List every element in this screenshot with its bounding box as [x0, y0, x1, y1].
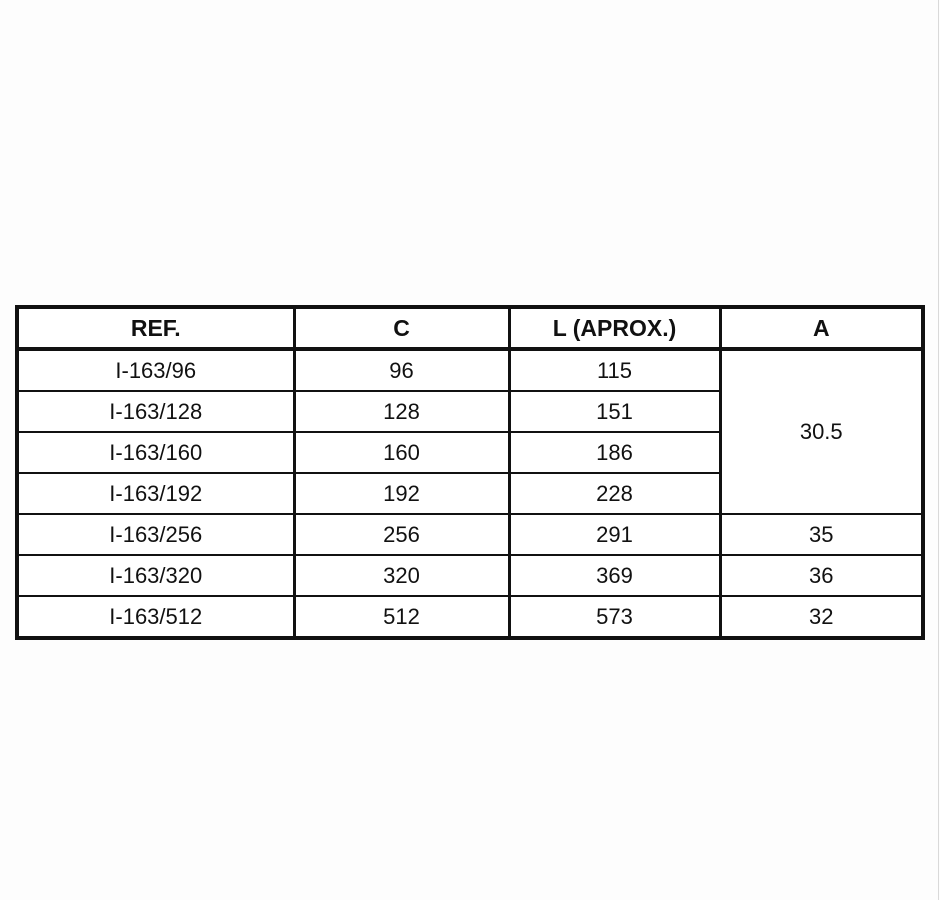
cell-l: 291	[507, 513, 722, 556]
cell-c: 320	[292, 554, 511, 597]
cell-l: 186	[507, 431, 722, 474]
cell-c: 256	[292, 513, 511, 556]
cell-l: 228	[507, 472, 722, 515]
cell-c: 192	[292, 472, 511, 515]
header-cell-ref: REF.	[15, 306, 296, 351]
header-cell-c: C	[292, 306, 511, 351]
cell-a-merged: 30.5	[718, 348, 925, 515]
table-row: I-163/160 160 186	[15, 431, 923, 474]
scan-edge-line	[938, 0, 939, 900]
cell-ref: I-163/160	[15, 431, 296, 474]
table-row: I-163/256 256 291 35	[15, 513, 925, 556]
cell-l: 573	[507, 595, 722, 639]
cell-l: 369	[507, 554, 722, 597]
cell-ref: I-163/128	[15, 390, 296, 433]
table-row: I-163/320 320 369 36	[15, 554, 925, 597]
table-row: I-163/128 128 151	[15, 390, 923, 433]
cell-l: 151	[507, 390, 722, 433]
header-cell-l-aprox: L (APROX.)	[507, 306, 722, 351]
dimensions-table: REF. C L (APROX.) A I-163/96 96 115 30.5…	[15, 305, 925, 640]
cell-a: 36	[718, 554, 925, 597]
cell-c: 512	[292, 595, 511, 639]
cell-a: 32	[718, 595, 925, 639]
cell-ref: I-163/320	[15, 554, 296, 597]
cell-ref: I-163/512	[15, 595, 296, 639]
cell-ref: I-163/96	[15, 348, 296, 392]
cell-c: 96	[292, 348, 511, 392]
header-cell-a: A	[718, 306, 925, 351]
table-row: I-163/192 192 228	[15, 472, 923, 515]
table-row: I-163/96 96 115 30.5	[15, 348, 925, 515]
table-row: I-163/512 512 573 32	[15, 595, 925, 639]
cell-c: 128	[292, 390, 511, 433]
cell-a: 35	[718, 513, 925, 556]
cell-l: 115	[507, 348, 722, 392]
cell-ref: I-163/256	[15, 513, 296, 556]
cell-c: 160	[292, 431, 511, 474]
cell-ref: I-163/192	[15, 472, 296, 515]
header-row: REF. C L (APROX.) A	[15, 306, 925, 351]
